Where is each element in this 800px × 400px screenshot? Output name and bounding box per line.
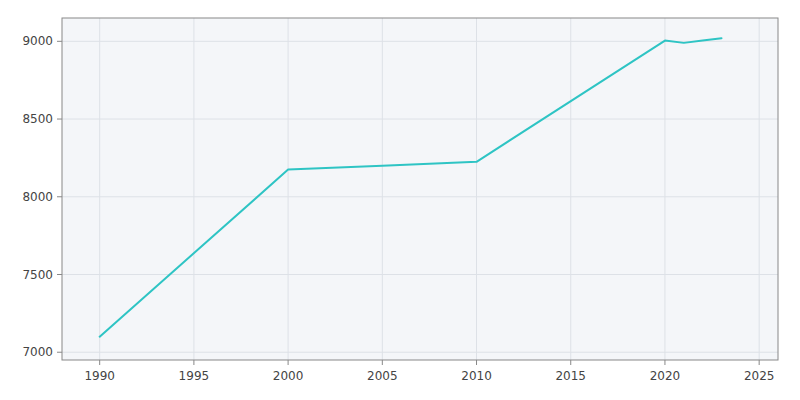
x-grid-line [193,18,194,360]
plot-frame [62,18,778,360]
x-tick [382,360,383,365]
x-tick-label: 2000 [273,369,304,383]
y-tick [57,196,62,197]
grid [62,18,778,360]
x-grid-line [759,18,760,360]
x-tick [759,360,760,365]
y-tick-label: 8000 [22,190,53,204]
x-tick [193,360,194,365]
x-tick [476,360,477,365]
x-tick-label: 2025 [744,369,775,383]
y-grid-line [62,352,778,353]
y-tick [57,119,62,120]
y-tick-label: 8500 [22,112,53,126]
x-tick [664,360,665,365]
x-tick [99,360,100,365]
y-grid-line [62,119,778,120]
y-tick [57,274,62,275]
plot-background [62,18,778,360]
y-tick-label: 7500 [22,268,53,282]
data-group [100,38,722,336]
y-tick [57,352,62,353]
y-tick [57,41,62,42]
x-grid-line [288,18,289,360]
chart-container: 1990 1995 2000 2005 2010 2015 2020 2025 7000 7500… [0,0,800,400]
x-tick-label: 2010 [461,369,492,383]
x-grid-line [476,18,477,360]
x-tick [288,360,289,365]
x-grid-line [99,18,100,360]
x-tick-label: 1990 [84,369,115,383]
line [100,38,722,336]
x-tick-label: 2020 [650,369,681,383]
chart-svg: 1990 1995 2000 2005 2010 2015 2020 2025 7000 7500… [0,0,800,400]
x-grid-line [382,18,383,360]
x-tick-label: 2005 [367,369,398,383]
x-grid-line [664,18,665,360]
y-grid-line [62,196,778,197]
axes: 1990 1995 2000 2005 2010 2015 2020 2025 7000 7500… [22,34,774,383]
x-tick [570,360,571,365]
x-tick-label: 1995 [179,369,210,383]
page: {"chart_data": {"type": "line", "x": [19… [0,0,800,400]
x-grid-line [570,18,571,360]
y-tick-label: 9000 [22,34,53,48]
x-tick-label: 2015 [555,369,586,383]
y-tick-label: 7000 [22,345,53,359]
